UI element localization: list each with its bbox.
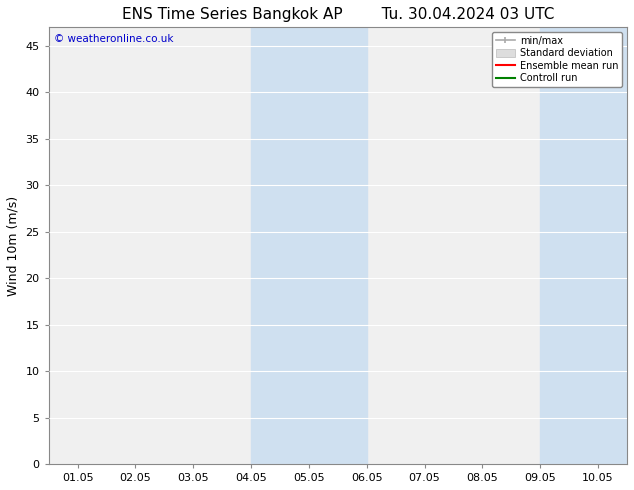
Y-axis label: Wind 10m (m/s): Wind 10m (m/s) [7,196,20,296]
Bar [251,27,367,464]
Title: ENS Time Series Bangkok AP        Tu. 30.04.2024 03 UTC: ENS Time Series Bangkok AP Tu. 30.04.202… [122,7,554,22]
Text: © weatheronline.co.uk: © weatheronline.co.uk [55,34,174,44]
Bar [540,27,627,464]
Legend: min/max, Standard deviation, Ensemble mean run, Controll run: min/max, Standard deviation, Ensemble me… [491,32,622,87]
